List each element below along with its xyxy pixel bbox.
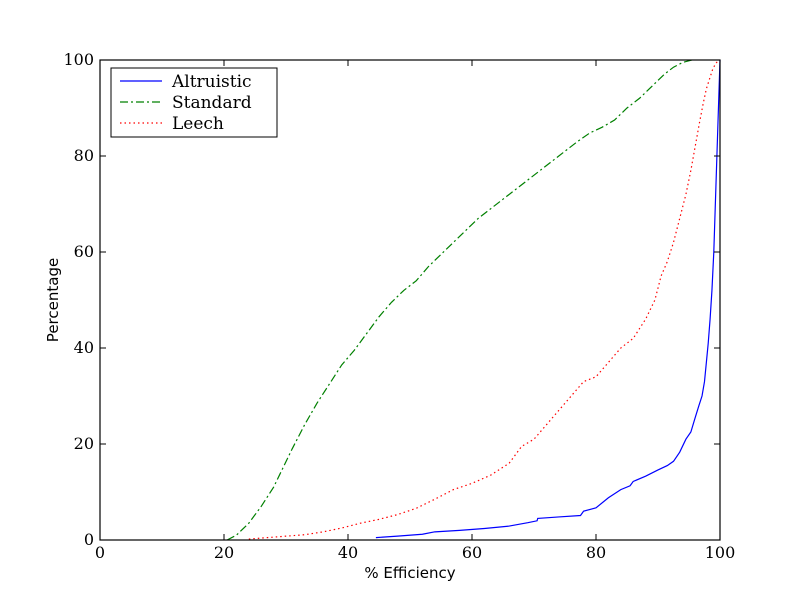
x-tick-label: 40 (338, 543, 358, 562)
plot-lines (226, 59, 721, 541)
plot-frame (99, 59, 721, 541)
y-tick-label: 40 (74, 338, 94, 357)
legend-label-altruistic: Altruistic (171, 72, 252, 92)
y-tick-label: 20 (74, 434, 94, 453)
y-axis-title: Percentage (44, 258, 62, 342)
legend-label-standard: Standard (172, 93, 252, 113)
x-tick-label: 100 (705, 543, 736, 562)
x-tick-label: 60 (462, 543, 482, 562)
series-line-altruistic (375, 59, 721, 539)
y-tick-label: 60 (74, 242, 94, 261)
y-tick-label: 0 (84, 530, 94, 549)
y-tick-label: 100 (63, 50, 94, 69)
x-axis-title: % Efficiency (364, 564, 455, 582)
series-line-standard (226, 59, 693, 541)
x-tick-label: 80 (586, 543, 606, 562)
x-tick-label: 0 (95, 543, 105, 562)
legend-label-leech: Leech (172, 114, 224, 134)
y-tick-label: 80 (74, 146, 94, 165)
x-tick-label: 20 (214, 543, 234, 562)
series-line-leech (248, 59, 721, 540)
y-axis-ticks: 0 20 40 60 80 100 (63, 50, 720, 549)
x-axis-ticks: 0 20 40 60 80 100 (95, 60, 735, 562)
